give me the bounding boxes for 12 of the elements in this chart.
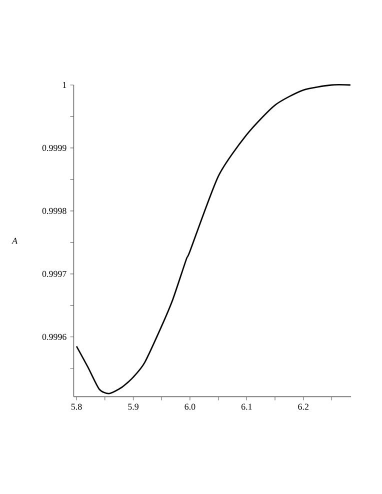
y-tick-label: 0.9999 [42, 144, 66, 152]
y-tick-label: 0.9996 [42, 334, 66, 340]
y-tick-label: 1 [62, 82, 66, 88]
x-tick-label: 5.9 [128, 404, 138, 410]
y-axis-title: A [12, 238, 18, 244]
y-tick-label: 0.9997 [42, 270, 66, 277]
line-series [76, 84, 352, 394]
y-tick-label: 0.9998 [42, 208, 66, 214]
x-tick-label: 5.8 [71, 404, 82, 410]
x-tick-label: 6.0 [184, 404, 196, 410]
x-tick-label: 6.1 [241, 404, 252, 410]
x-tick-label: 6.2 [298, 404, 308, 410]
